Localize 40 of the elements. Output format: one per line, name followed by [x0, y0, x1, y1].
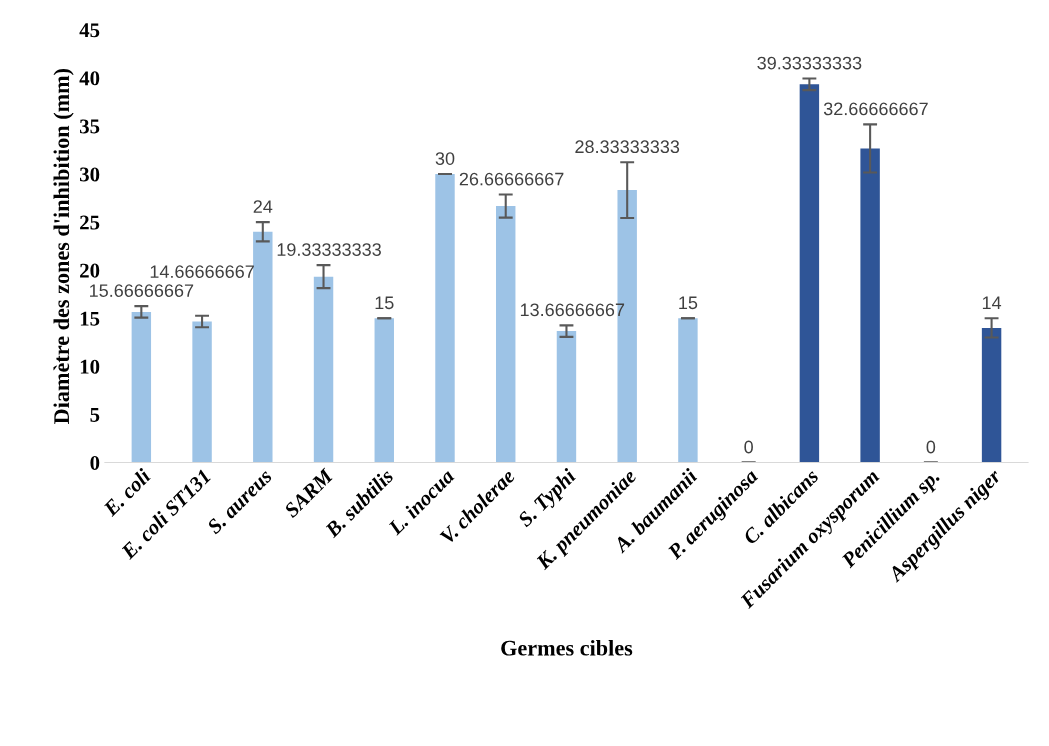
bar	[131, 311, 152, 463]
y-tick-label: 45	[79, 23, 100, 38]
y-tick-label: 10	[80, 359, 100, 374]
data-label: 14	[982, 296, 1002, 309]
data-label: 15	[679, 296, 698, 310]
bar	[192, 321, 212, 463]
bar	[799, 84, 820, 463]
data-label: 28.33333333	[575, 140, 680, 154]
bar	[860, 148, 880, 463]
data-label: 26.66666667	[459, 172, 564, 186]
data-label: 39.33333333	[757, 56, 862, 70]
y-tick-label: 40	[79, 71, 100, 86]
y-tick-label: 5	[90, 408, 100, 422]
bar	[678, 318, 698, 463]
y-tick-label: 15	[80, 311, 100, 326]
y-axis-title: Diamètre des zones d'inhibition (mm)	[53, 68, 74, 424]
y-tick-label: 20	[80, 263, 100, 278]
y-tick-label: 0	[90, 455, 100, 470]
data-label: 15.66666667	[90, 284, 194, 297]
data-label: 24	[253, 200, 273, 213]
data-label: 14.66666667	[150, 265, 254, 278]
y-tick-label: 25	[80, 215, 100, 230]
bar	[374, 318, 394, 463]
bar	[313, 276, 334, 463]
data-label: 15	[375, 296, 394, 310]
data-label: 0	[926, 440, 936, 454]
data-label: 30	[435, 152, 455, 165]
data-label: 32.66666667	[823, 102, 928, 116]
data-label: 19.33333333	[277, 243, 381, 256]
bar	[981, 327, 1002, 463]
data-label: 13.66666667	[520, 303, 625, 317]
x-tick-label: E. coli	[101, 467, 152, 518]
bar	[253, 231, 273, 463]
bar	[556, 331, 577, 463]
y-tick-label: 30	[79, 167, 100, 182]
y-tick-label: 35	[79, 119, 100, 134]
bar	[435, 174, 455, 463]
bar	[496, 206, 516, 463]
data-label: 0	[744, 440, 753, 454]
x-axis-title: Germes cibles	[501, 639, 633, 656]
